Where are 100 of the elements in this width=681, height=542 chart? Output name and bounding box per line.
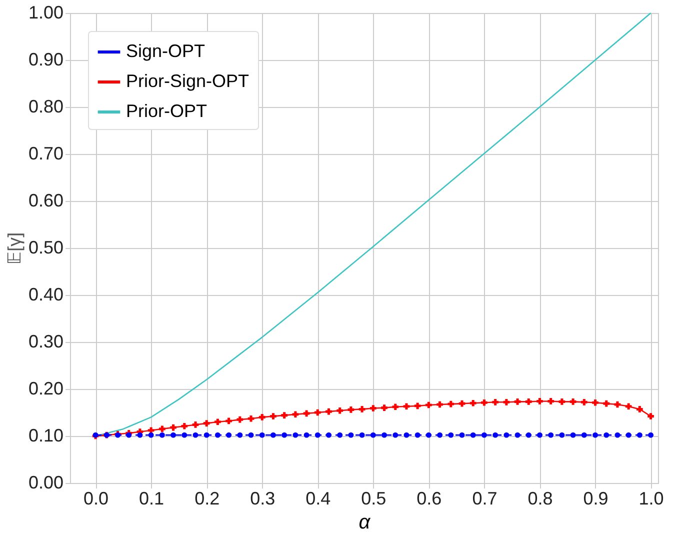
point: [303, 410, 310, 417]
y-tick-label: 0.80: [28, 96, 64, 116]
point: [492, 432, 498, 438]
point: [204, 432, 210, 438]
y-tick-label: 0.40: [28, 284, 64, 304]
point: [636, 432, 642, 438]
point: [558, 398, 566, 405]
point: [580, 399, 588, 406]
point: [514, 398, 521, 405]
point: [292, 432, 298, 438]
point: [282, 432, 288, 438]
point: [525, 398, 532, 405]
point: [258, 414, 266, 420]
legend-label: Sign-OPT: [126, 41, 206, 61]
point: [381, 404, 388, 411]
x-axis-title: α: [358, 512, 371, 534]
point: [192, 432, 198, 438]
point: [148, 432, 154, 438]
point: [170, 424, 176, 431]
legend-label: Prior-OPT: [126, 101, 208, 121]
point: [536, 398, 543, 404]
point: [226, 432, 232, 438]
y-tick-label: 0.50: [28, 238, 64, 258]
y-tick-label: 0.20: [28, 378, 64, 398]
y-tick-label: 1.00: [28, 2, 64, 22]
point: [181, 422, 188, 430]
point: [192, 422, 199, 428]
point: [159, 432, 165, 438]
point: [636, 406, 643, 412]
y-tick-label: 0.70: [28, 144, 64, 164]
point: [414, 432, 420, 438]
y-tick-label: 0.90: [28, 50, 64, 70]
point: [514, 432, 520, 438]
x-tick-label: 0.7: [472, 488, 498, 508]
point: [336, 407, 344, 414]
point: [548, 398, 554, 404]
point: [270, 432, 276, 438]
point: [348, 432, 354, 438]
point: [614, 432, 620, 438]
point: [359, 432, 365, 438]
y-axis-title: 𝔼[γ]: [4, 232, 24, 265]
point: [226, 418, 232, 424]
point: [481, 432, 487, 438]
point: [214, 432, 220, 438]
point: [459, 432, 465, 438]
point: [337, 432, 343, 438]
x-tick-label: 0.3: [250, 488, 276, 508]
point: [382, 432, 388, 438]
point: [292, 411, 299, 418]
point: [503, 399, 510, 406]
x-tick-label: 0.8: [528, 488, 553, 508]
point: [182, 432, 188, 438]
x-tick-label: 0.1: [139, 488, 164, 508]
x-tick-label: 0.2: [194, 488, 220, 508]
point: [592, 399, 598, 406]
point: [492, 399, 498, 406]
point: [592, 432, 598, 438]
point: [237, 432, 243, 438]
point: [536, 432, 542, 438]
x-tick-label: 1.0: [638, 488, 664, 508]
point: [259, 432, 265, 438]
point: [559, 432, 565, 438]
point: [370, 432, 376, 438]
point: [370, 405, 376, 412]
point: [426, 402, 432, 408]
point: [481, 399, 488, 406]
point: [526, 432, 532, 438]
point: [648, 432, 654, 438]
point: [625, 403, 632, 410]
point: [392, 432, 398, 438]
point: [203, 420, 210, 426]
point: [604, 432, 610, 438]
legend-label: Prior-Sign-OPT: [126, 71, 250, 91]
point: [448, 432, 454, 438]
point: [426, 432, 432, 438]
point: [458, 400, 466, 407]
point: [248, 432, 254, 438]
point: [470, 432, 476, 438]
point: [314, 432, 320, 438]
y-tick-label: 0.60: [28, 190, 64, 210]
point: [648, 413, 654, 420]
x-tick-label: 0.0: [84, 488, 109, 508]
y-tick-label: 0.10: [28, 426, 64, 446]
point: [570, 398, 576, 405]
point: [570, 432, 576, 438]
x-tick-label: 0.9: [583, 488, 608, 508]
y-tick-label: 0.30: [28, 332, 64, 352]
point: [548, 432, 554, 438]
point: [170, 432, 176, 438]
point: [437, 432, 443, 438]
x-tick-label: 0.5: [361, 488, 386, 508]
point: [137, 432, 143, 438]
point: [270, 413, 276, 420]
point: [448, 400, 454, 408]
point: [326, 432, 332, 438]
point: [304, 432, 310, 438]
point: [414, 402, 421, 410]
point: [214, 418, 221, 426]
point: [159, 426, 166, 432]
point: [581, 432, 587, 438]
